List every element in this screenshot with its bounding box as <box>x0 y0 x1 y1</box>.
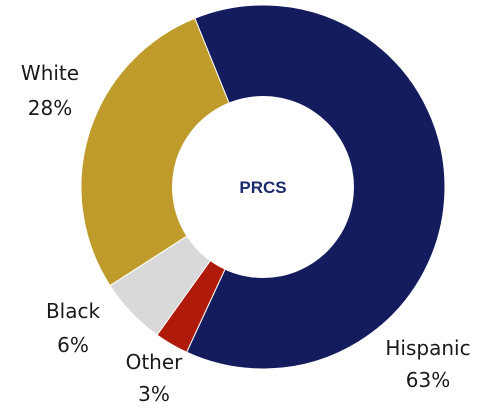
slice-value-black: 6% <box>57 333 89 357</box>
slice-value-white: 28% <box>28 96 72 120</box>
slice-label-hispanic: Hispanic <box>385 336 470 360</box>
center-label: PRCS <box>239 178 286 197</box>
donut-hole <box>172 96 354 278</box>
slice-label-black: Black <box>46 299 101 323</box>
slice-label-white: White <box>21 61 79 85</box>
slice-labels: Hispanic 63% Other 3% Black 6% White 28% <box>21 61 471 406</box>
slice-white <box>80 17 264 287</box>
slice-value-hispanic: 63% <box>406 368 450 392</box>
slice-value-other: 3% <box>138 382 170 406</box>
slice-label-other: Other <box>126 350 184 374</box>
